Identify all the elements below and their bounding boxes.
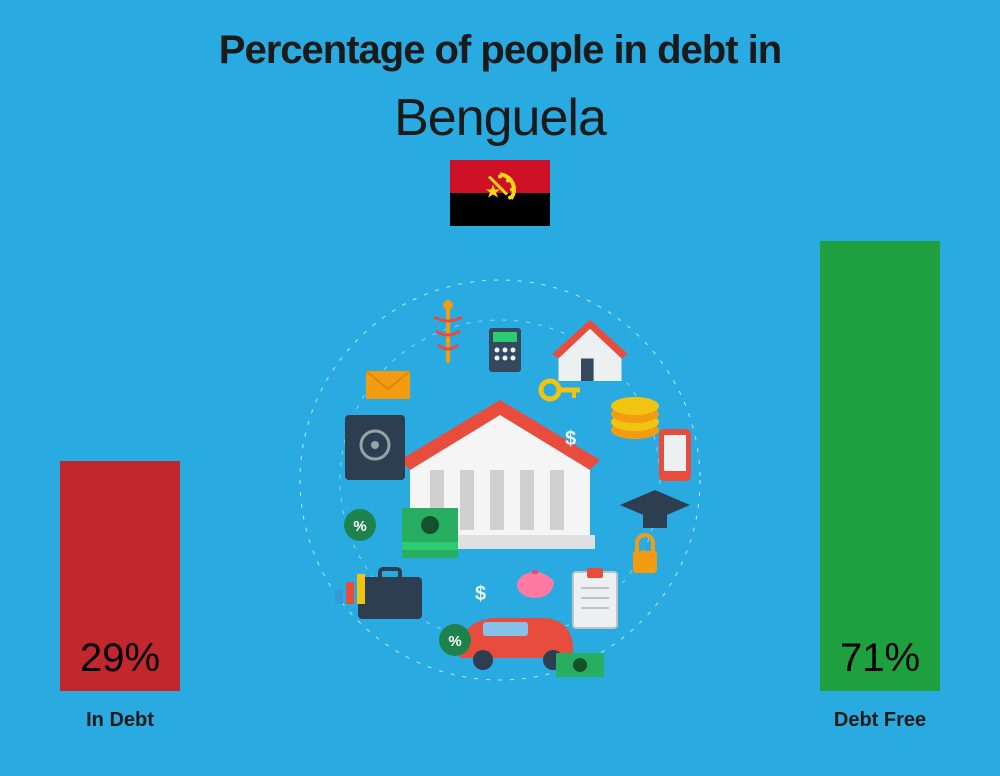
bar-in-debt: 29%In Debt: [60, 461, 180, 691]
bar-debt-free: 71%Debt Free: [820, 241, 940, 691]
bar-value: 71%: [820, 636, 940, 681]
angola-flag: [450, 160, 550, 226]
svg-text:%: %: [448, 633, 461, 650]
svg-text:%: %: [353, 518, 366, 535]
svg-text:$: $: [565, 428, 576, 450]
finance-illustration: % %: [280, 260, 720, 700]
title-line2: Benguela: [0, 88, 1000, 148]
svg-text:$: $: [475, 583, 486, 605]
bar-rect: [820, 241, 940, 691]
bar-value: 29%: [60, 636, 180, 681]
bar-label: Debt Free: [820, 709, 940, 732]
title-line1: Percentage of people in debt in: [0, 28, 1000, 73]
flag-emblem-icon: [479, 169, 521, 218]
bar-label: In Debt: [60, 709, 180, 732]
